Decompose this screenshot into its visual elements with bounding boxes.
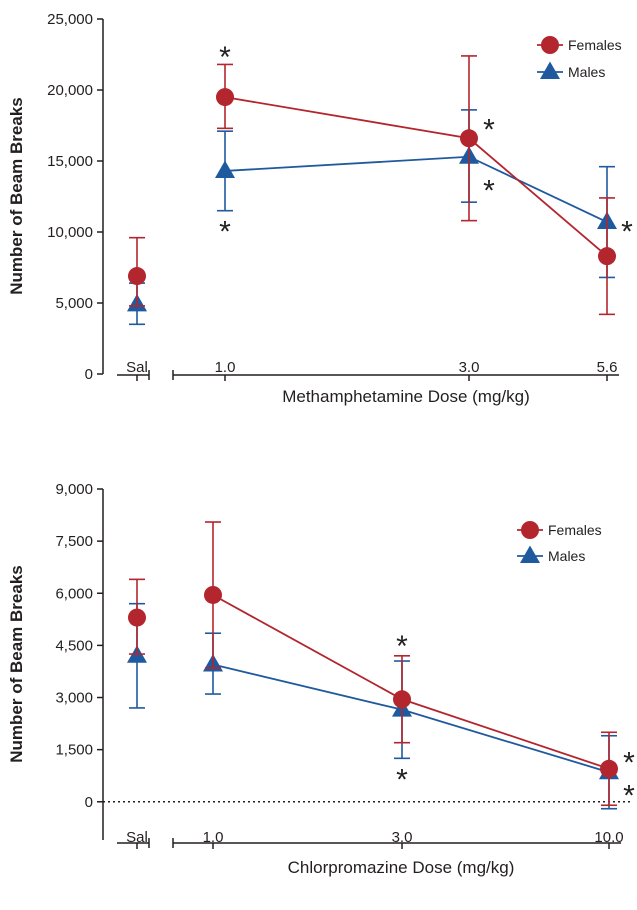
- y-tick-label: 1,500: [55, 742, 93, 759]
- x-tick-label: 10.0: [594, 829, 623, 846]
- methamphetamine-chart: 0 5,000 10,000 15,000 20,000 25,000 Sal 1.0 3.0 5…: [7, 11, 633, 406]
- data-point-circle: [204, 585, 222, 604]
- data-point-circle: [393, 690, 411, 709]
- significance-asterisk: *: [219, 216, 231, 249]
- y-tick-label: 9,000: [55, 481, 93, 498]
- data-point-circle: [600, 759, 618, 778]
- significance-asterisk: *: [623, 779, 635, 812]
- x-axis-title: Methamphetamine Dose (mg/kg): [282, 387, 530, 406]
- significance-asterisk: *: [483, 114, 495, 147]
- y-tick-label: 0: [85, 366, 93, 383]
- y-tick-label: 0: [85, 794, 93, 811]
- y-tick-label: 20,000: [47, 82, 93, 99]
- series-females: [128, 521, 618, 807]
- significance-asterisk: *: [219, 41, 231, 74]
- data-point-circle: [216, 88, 234, 107]
- data-point-circle: [598, 247, 616, 266]
- legend: Females Males: [537, 36, 622, 80]
- legend-triangle-marker: [540, 61, 560, 79]
- data-point-circle: [128, 608, 146, 627]
- series-females: [128, 55, 616, 316]
- legend: Females Males: [517, 521, 602, 564]
- y-tick-label: 25,000: [47, 11, 93, 28]
- x-axis-title: Chlorpromazine Dose (mg/kg): [288, 858, 515, 877]
- significance-asterisk: *: [621, 216, 633, 249]
- chlorpromazine-chart: 0 1,500 3,000 4,500 6,000 7,500 9,000 Sal 1.0 3.0…: [7, 481, 635, 877]
- significance-asterisk: *: [396, 764, 408, 797]
- y-tick-label: 3,000: [55, 690, 93, 707]
- data-point-circle: [128, 267, 146, 286]
- legend-label: Females: [548, 522, 602, 538]
- x-tick-label: 3.0: [459, 359, 480, 376]
- legend-label: Females: [568, 37, 622, 53]
- series-males: [127, 602, 619, 810]
- series-line: [212, 594, 610, 770]
- data-point-triangle: [215, 160, 235, 178]
- y-tick-label: 4,500: [55, 637, 93, 654]
- x-tick-label: Sal: [126, 359, 148, 376]
- series-line: [224, 155, 608, 223]
- significance-asterisk: *: [396, 630, 408, 663]
- x-tick-label: 1.0: [215, 359, 236, 376]
- significance-asterisk: *: [623, 746, 635, 779]
- data-point-circle: [460, 129, 478, 148]
- x-tick-label: 1.0: [203, 829, 224, 846]
- y-tick-label: 10,000: [47, 224, 93, 241]
- y-axis-title: Number of Beam Breaks: [7, 97, 26, 294]
- series-line: [212, 663, 610, 774]
- y-tick-label: 7,500: [55, 533, 93, 550]
- y-axis-title: Number of Beam Breaks: [7, 565, 26, 762]
- y-tick-label: 5,000: [55, 295, 93, 312]
- legend-label: Males: [548, 548, 585, 564]
- significance-asterisk: *: [483, 175, 495, 208]
- y-tick-label: 6,000: [55, 585, 93, 602]
- x-tick-label: 3.0: [392, 829, 413, 846]
- x-tick-label: Sal: [126, 829, 148, 846]
- y-tick-label: 15,000: [47, 153, 93, 170]
- legend-circle-marker: [521, 521, 539, 539]
- series-males: [127, 109, 617, 326]
- series-line: [224, 96, 608, 257]
- legend-triangle-marker: [520, 545, 540, 563]
- x-tick-label: 5.6: [597, 359, 618, 376]
- legend-circle-marker: [541, 36, 559, 54]
- legend-label: Males: [568, 64, 605, 80]
